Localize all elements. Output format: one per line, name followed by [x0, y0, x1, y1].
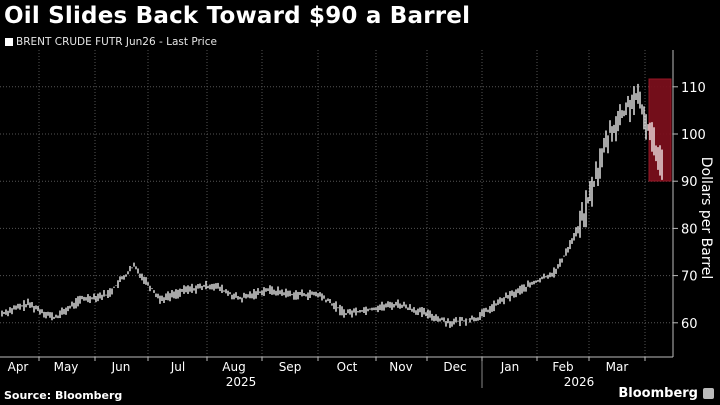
svg-text:May: May: [54, 360, 79, 374]
x-axis-ticks: Apr May Jun Jul Aug Sep Oct Nov Dec Jan Feb Mar 2025…: [8, 357, 646, 389]
legend: BRENT CRUDE FUTR Jun26 - Last Price: [5, 36, 217, 48]
svg-text:Mar: Mar: [606, 360, 629, 374]
price-series: [1, 83, 663, 328]
chart-title: Oil Slides Back Toward $90 a Barrel: [4, 3, 471, 29]
svg-text:2026: 2026: [564, 375, 595, 389]
y-axis-label: Dollars per Barrel: [698, 157, 714, 280]
svg-text:Feb: Feb: [552, 360, 573, 374]
highlight-box: [648, 78, 672, 182]
bloomberg-logo-icon: [703, 388, 714, 399]
y-axis-ticks: 60 70 80 90 100 110: [673, 81, 706, 332]
svg-text:Nov: Nov: [389, 360, 412, 374]
svg-text:Apr: Apr: [8, 360, 29, 374]
svg-text:80: 80: [681, 222, 698, 237]
svg-text:Sep: Sep: [279, 360, 302, 374]
legend-label: BRENT CRUDE FUTR Jun26 - Last Price: [16, 36, 217, 48]
svg-text:2025: 2025: [226, 375, 257, 389]
svg-text:60: 60: [681, 317, 698, 332]
svg-text:Jul: Jul: [170, 360, 185, 374]
source-label: Source: Bloomberg: [4, 389, 123, 402]
svg-text:Jun: Jun: [111, 360, 131, 374]
svg-text:Jan: Jan: [500, 360, 520, 374]
svg-text:Aug: Aug: [222, 360, 245, 374]
svg-text:70: 70: [681, 270, 698, 285]
svg-text:Dec: Dec: [443, 360, 466, 374]
svg-text:Oct: Oct: [337, 360, 358, 374]
brand-label: Bloomberg: [618, 386, 698, 401]
legend-swatch: [5, 38, 13, 46]
svg-text:100: 100: [681, 128, 706, 143]
grid-lines: [0, 50, 673, 357]
svg-text:90: 90: [681, 175, 698, 190]
svg-text:110: 110: [681, 81, 706, 96]
